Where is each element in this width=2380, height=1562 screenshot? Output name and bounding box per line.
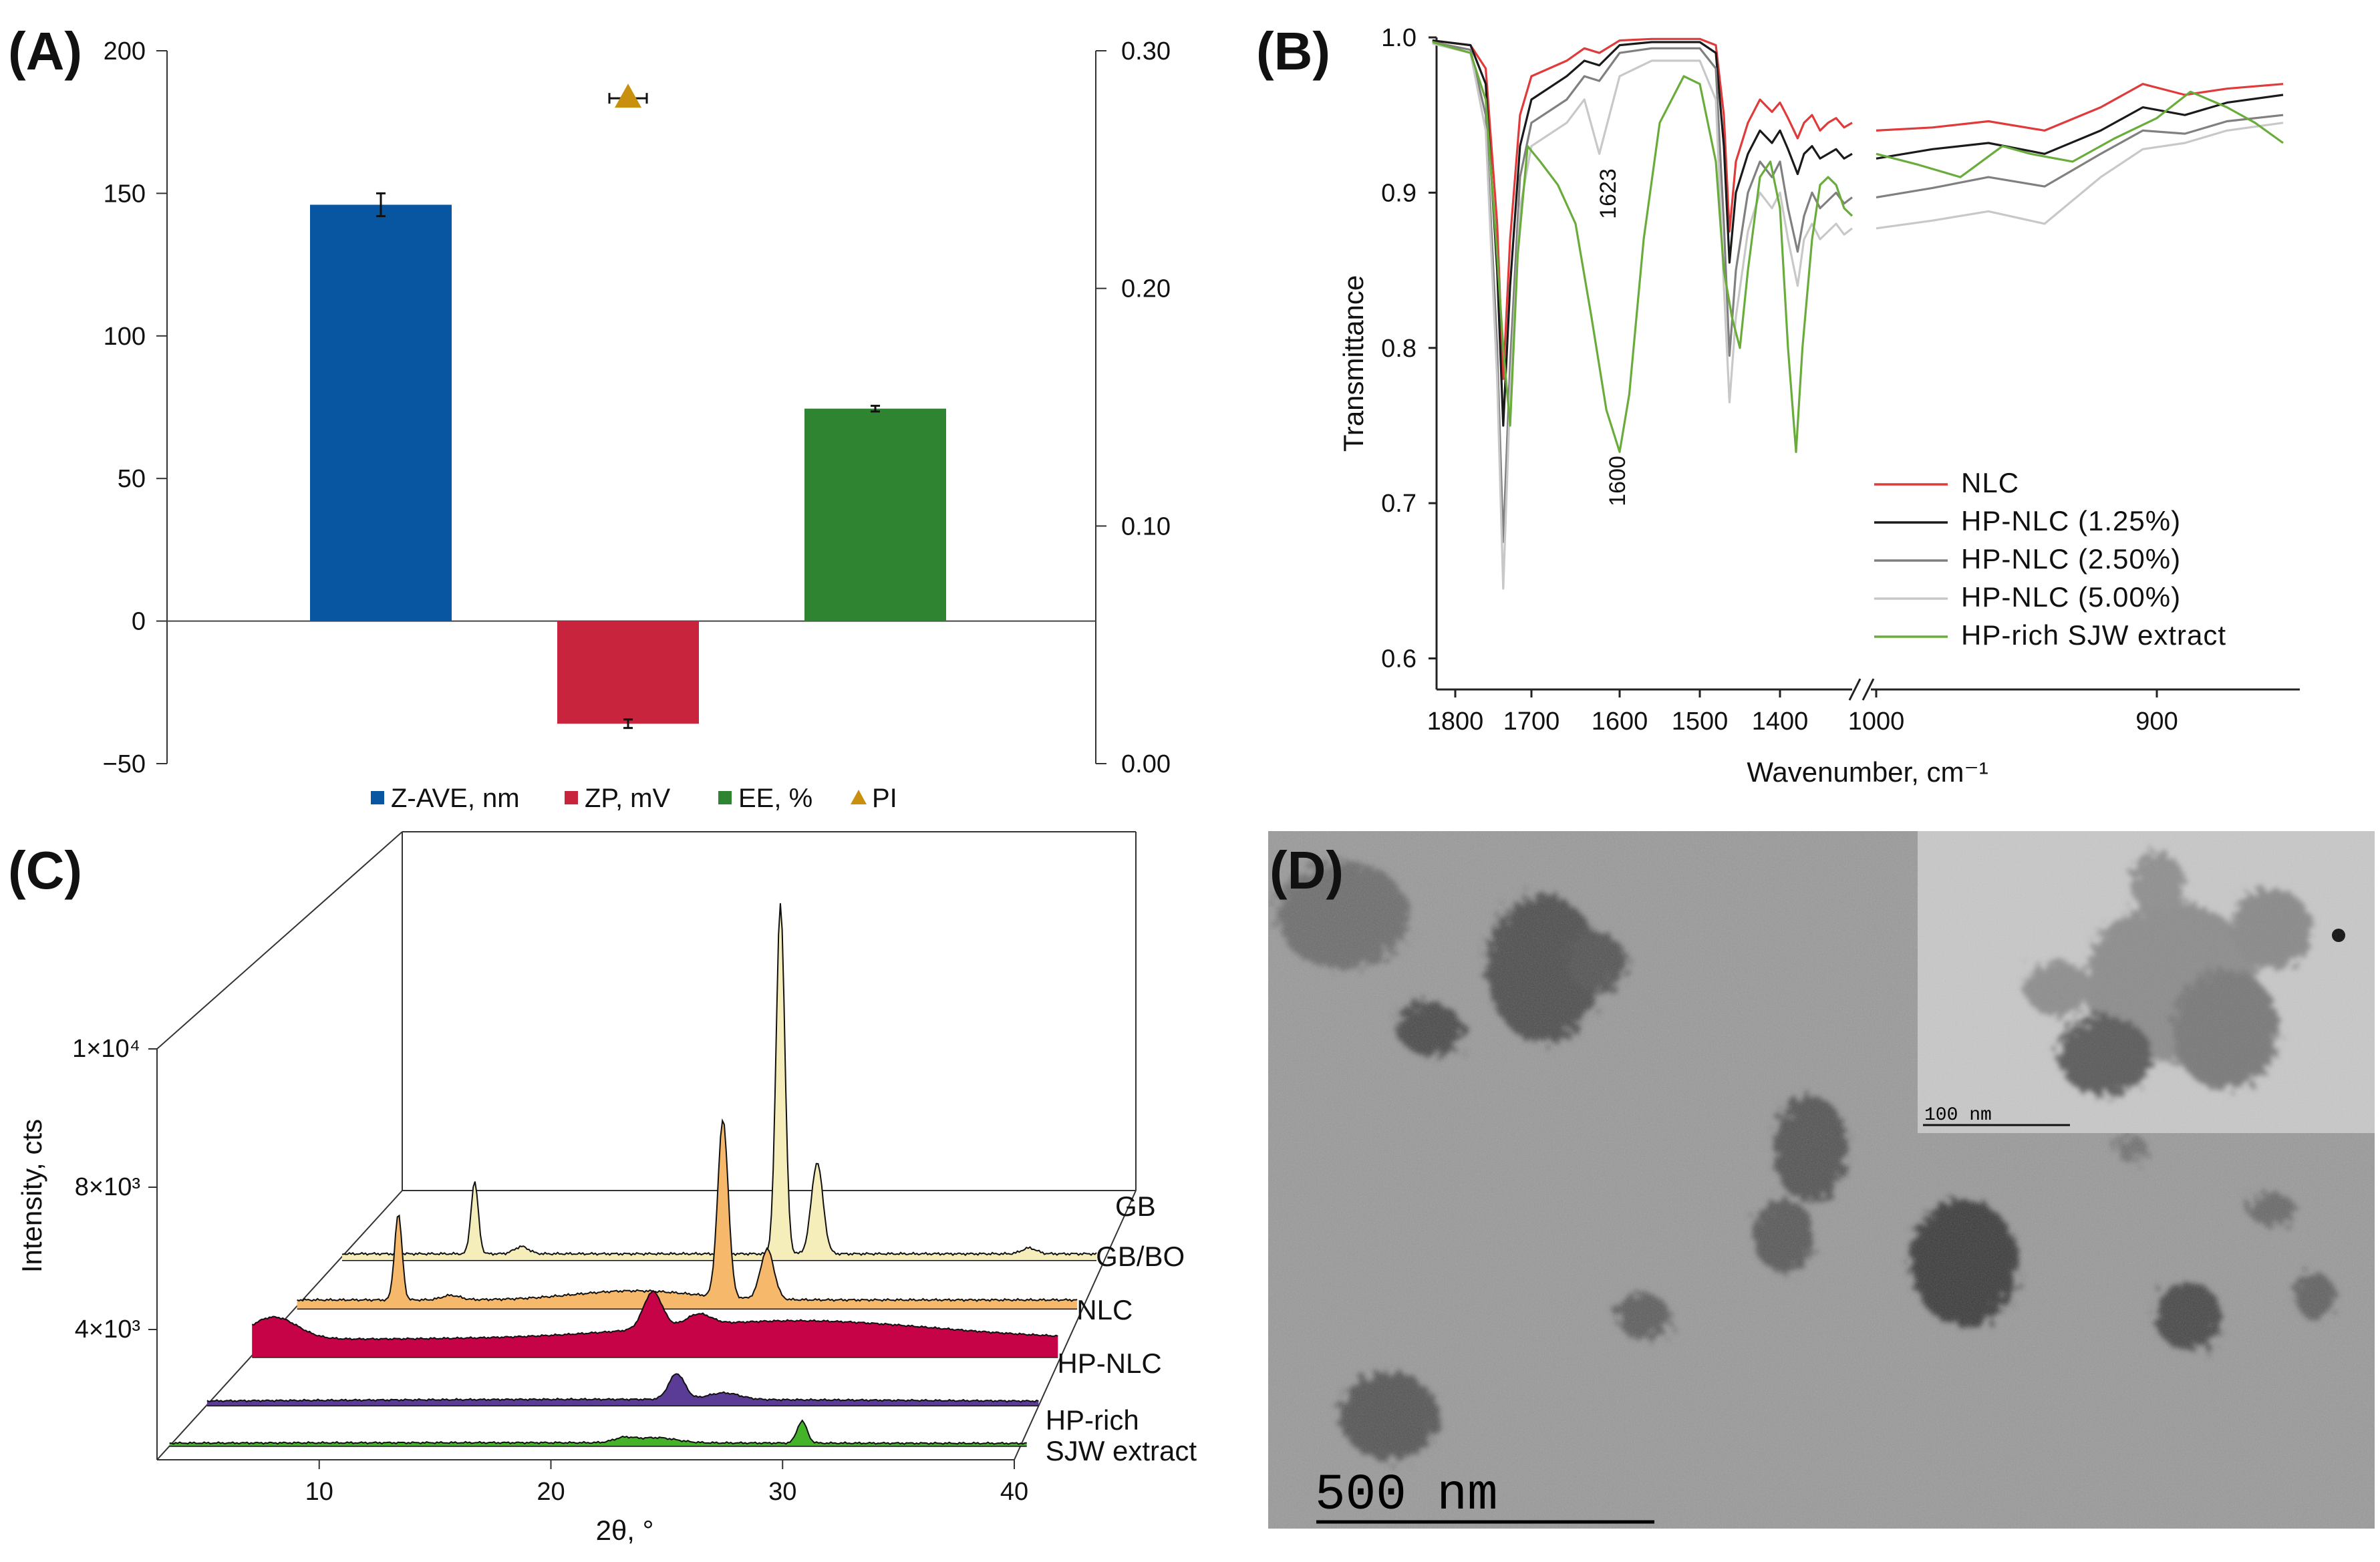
- y-tick-label: 0: [132, 608, 146, 636]
- x-tick-label: 1600: [1592, 708, 1648, 736]
- pi-marker: [615, 84, 641, 108]
- panel-a: (A) 200 150 100 50 0 −50 0.30 0.20 0.10 0.00 Z-AV…: [8, 21, 1171, 813]
- x-tick-label: 1800: [1427, 708, 1484, 736]
- left-wall-top: [156, 831, 403, 1050]
- x-axis-title: 2θ, °: [596, 1515, 654, 1546]
- legend-label: ZP, mV: [585, 784, 671, 813]
- spectrum-right-hp-nlc-1-25-: [1876, 94, 2284, 160]
- y2-tick-label: 0.30: [1121, 37, 1171, 65]
- y-tick-label: 8×10³: [75, 1173, 140, 1201]
- y-axis-title: Transmittance: [1338, 275, 1369, 452]
- legend-label: HP-NLC (2.50%): [1961, 543, 2181, 575]
- legend-label: NLC: [1961, 467, 2019, 498]
- spectrum-left-hp-nlc-1-25-: [1432, 39, 1853, 427]
- y-tick-label: 0.7: [1381, 490, 1417, 518]
- x-tick-label: 900: [2135, 708, 2178, 736]
- panel-label-d: (D): [1270, 840, 1344, 900]
- x-tick-label: 1500: [1672, 708, 1729, 736]
- x-tick-label: 1700: [1503, 708, 1560, 736]
- trace-label: HP-NLC: [1057, 1348, 1161, 1379]
- y-tick-label: 100: [104, 323, 146, 351]
- annotation-1623: 1623: [1596, 168, 1621, 219]
- spectrum-right-hp-nlc-5-00-: [1876, 122, 2284, 230]
- panel-b-axes: 1.0 0.9 0.8 0.7 0.6 1800 1700 1600 1500 1400 1000 9…: [1338, 24, 2300, 788]
- y-tick-label: 50: [118, 465, 146, 493]
- legend-label: HP-rich SJW extract: [1961, 619, 2226, 651]
- y-tick-label: 0.8: [1381, 335, 1417, 363]
- panel-label-c: (C): [8, 840, 82, 900]
- y2-tick-label: 0.00: [1121, 750, 1171, 778]
- x-tick-label: 10: [305, 1478, 333, 1506]
- legend-label: EE, %: [738, 784, 812, 813]
- spectrum-left-nlc: [1432, 37, 1853, 380]
- y-tick-label: 200: [104, 37, 146, 65]
- main-scalebar-label: 500 nm: [1315, 1466, 1498, 1524]
- axis-break-mark: [1848, 678, 1862, 701]
- legend-label: PI: [872, 784, 897, 813]
- diffractogram-line: [297, 1118, 1078, 1302]
- y-tick-label: −50: [103, 750, 146, 778]
- panel-b-spectra: [1432, 37, 2284, 590]
- x-tick-label: 1400: [1752, 708, 1809, 736]
- spectrum-right-nlc: [1876, 83, 2284, 132]
- panel-label-b: (B): [1256, 21, 1330, 81]
- trace-label: SJW extract: [1046, 1435, 1197, 1466]
- trace-label: HP-rich: [1046, 1404, 1139, 1436]
- diffractogram-fill-hp-nlc: [206, 1374, 1039, 1406]
- y-tick-label: 0.6: [1381, 645, 1417, 673]
- panel-a-axes: 200 150 100 50 0 −50 0.30 0.20 0.10 0.00: [103, 37, 1171, 778]
- diffractogram-fill-nlc: [252, 1291, 1058, 1358]
- panel-d-tem-image: 100 nm (D) 500 nm: [1268, 831, 2375, 1529]
- spectrum-right-hp-rich-sjw-extract: [1876, 90, 2284, 178]
- spectrum-left-hp-nlc-5-00-: [1432, 42, 1853, 590]
- spectrum-left-hp-nlc-2-50-: [1432, 41, 1853, 543]
- panel-a-bars: [310, 84, 946, 730]
- legend-swatch: [565, 791, 578, 804]
- y-tick-label: 0.9: [1381, 179, 1417, 207]
- panel-b-legend: NLC HP-NLC (1.25%) HP-NLC (2.50%) HP-NLC (5…: [1874, 467, 2226, 651]
- panel-c-axes: 1×10⁴ 8×10³ 4×10³ Intensity, cts 10 20 30 40 2θ,…: [16, 831, 1137, 1546]
- x-tick-label: 20: [537, 1478, 565, 1506]
- panel-c: (C) 1×10⁴ 8×10³ 4×10³ Intensity, cts 10 20 30 4…: [8, 831, 1197, 1546]
- bar-z-ave: [310, 204, 452, 621]
- legend-swatch: [718, 791, 732, 804]
- spectrum-right-hp-nlc-2-50-: [1876, 114, 2284, 198]
- trace-label: GB/BO: [1096, 1241, 1185, 1272]
- spectrum-left-hp-rich-sjw-extract: [1432, 41, 1853, 454]
- bar-ee: [804, 408, 946, 621]
- inset-scalebar-label: 100 nm: [1924, 1105, 1992, 1126]
- y2-tick-label: 0.20: [1121, 275, 1171, 303]
- x-axis-title: Wavenumber, cm⁻¹: [1747, 756, 1988, 788]
- panel-a-legend: Z-AVE, nm ZP, mV EE, % PI: [371, 784, 897, 813]
- y-tick-label: 4×10³: [75, 1315, 140, 1344]
- legend-label: HP-NLC (5.00%): [1961, 581, 2181, 613]
- x-tick-label: 1000: [1848, 708, 1905, 736]
- y-tick-label: 1.0: [1381, 24, 1417, 52]
- bar-zp: [557, 621, 699, 724]
- tem-inset: 100 nm: [1918, 831, 2375, 1133]
- diffractogram-line: [251, 1289, 1058, 1341]
- annotation-1600: 1600: [1605, 456, 1630, 506]
- legend-label: HP-NLC (1.25%): [1961, 505, 2181, 536]
- legend-swatch: [371, 791, 384, 804]
- y-axis-title: Intensity, cts: [16, 1119, 47, 1273]
- legend-swatch: [851, 790, 867, 804]
- y-tick-label: 1×10⁴: [72, 1035, 140, 1063]
- diffractogram-fill-gb-bo: [297, 1120, 1078, 1309]
- trace-label: GB: [1115, 1191, 1156, 1222]
- x-tick-label: 30: [768, 1478, 796, 1506]
- y2-tick-label: 0.10: [1121, 512, 1171, 540]
- axis-break-mark: [1862, 678, 1875, 701]
- floor-right-edge: [1014, 1190, 1137, 1460]
- diffractogram-line: [169, 1419, 1027, 1445]
- legend-label: Z-AVE, nm: [391, 784, 520, 813]
- x-tick-label: 40: [1000, 1478, 1028, 1506]
- panel-label-a: (A): [8, 21, 82, 81]
- diffractogram-line: [206, 1373, 1039, 1403]
- y-tick-label: 150: [104, 180, 146, 208]
- trace-label: NLC: [1076, 1294, 1133, 1325]
